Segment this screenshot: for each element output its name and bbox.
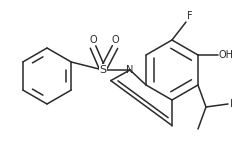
Text: O: O [89,35,97,45]
Text: O: O [111,35,119,45]
Text: S: S [100,65,106,75]
Text: F: F [187,11,193,21]
Text: N: N [126,65,134,75]
Text: I: I [230,99,233,109]
Text: OH: OH [219,50,234,60]
